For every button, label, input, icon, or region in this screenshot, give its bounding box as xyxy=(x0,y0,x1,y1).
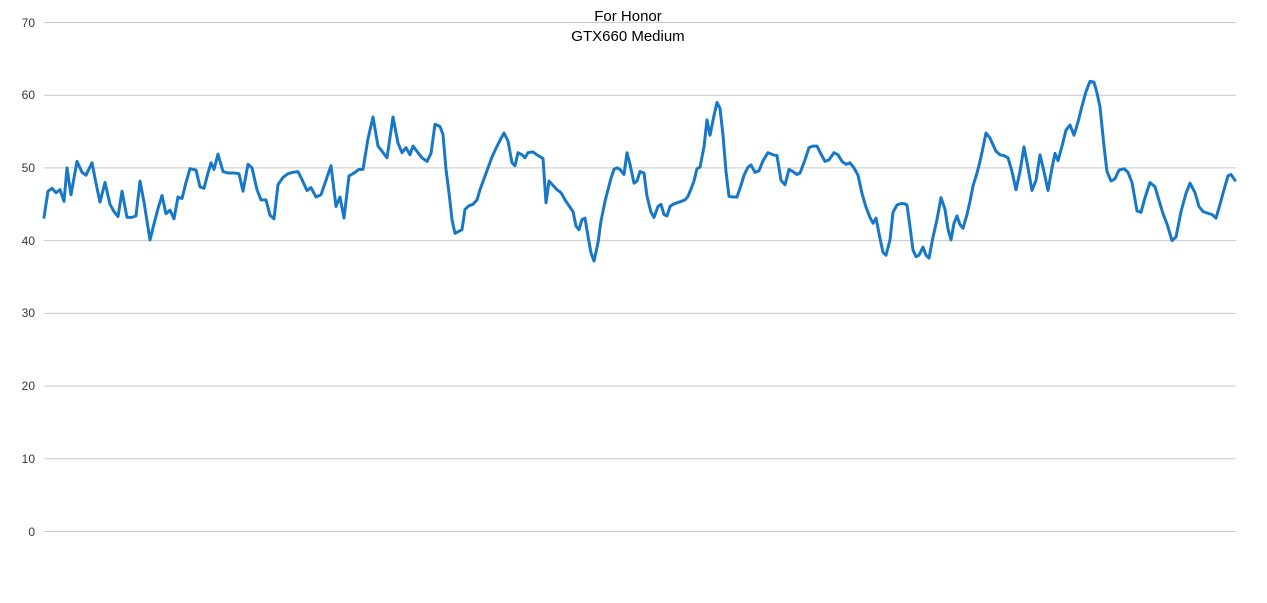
y-tick-label: 70 xyxy=(21,15,35,30)
chart-title: For Honor xyxy=(594,8,662,25)
chart-subtitle: GTX660 Medium xyxy=(571,28,685,45)
fps-line xyxy=(42,79,1237,263)
y-tick-label: 10 xyxy=(21,451,35,466)
y-tick-label: 40 xyxy=(21,233,35,248)
chart-title-block: For Honor GTX660 Medium xyxy=(0,7,1256,47)
y-tick-label: 60 xyxy=(21,88,35,103)
y-tick-label: 30 xyxy=(21,306,35,321)
gridlines-group xyxy=(44,22,1236,532)
y-tick-label: 20 xyxy=(21,379,35,394)
y-tick-label: 0 xyxy=(28,524,35,539)
y-tick-label: 50 xyxy=(21,160,35,175)
